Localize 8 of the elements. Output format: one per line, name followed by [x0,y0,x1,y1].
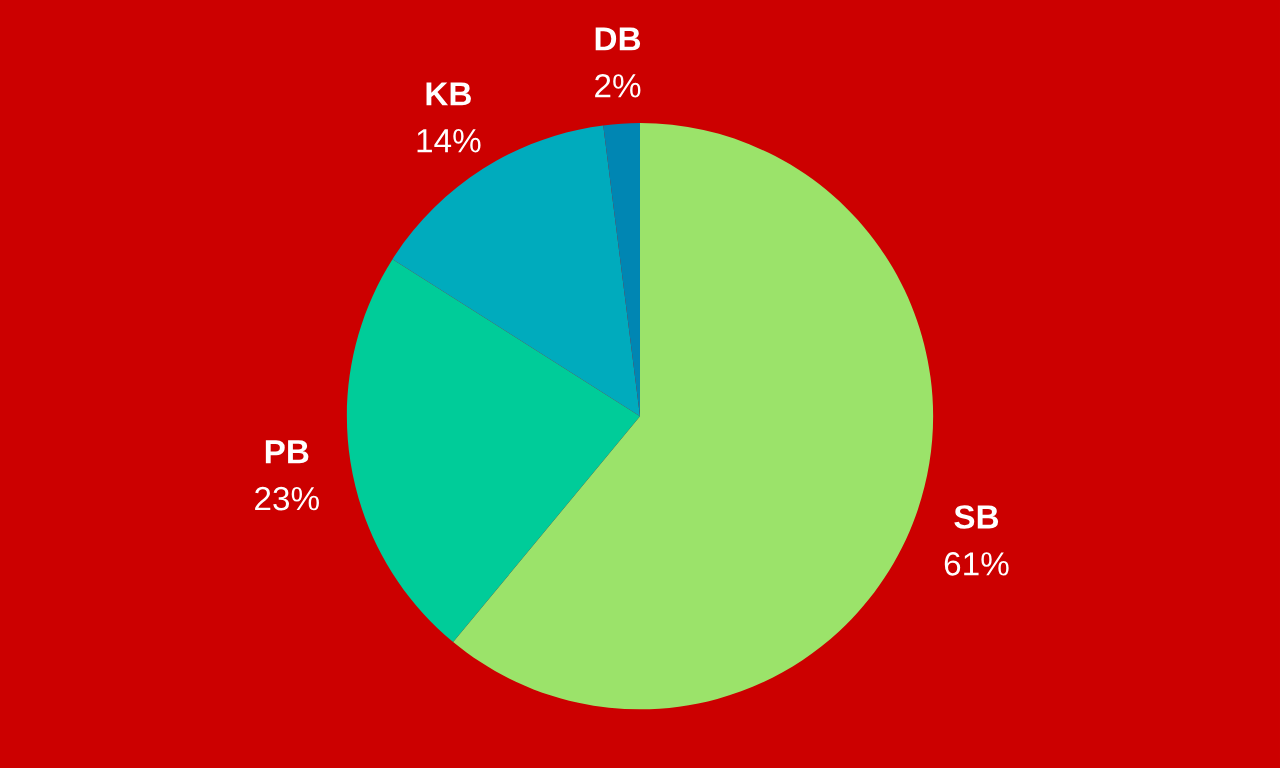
slice-label: KB [426,82,471,106]
slice-label: DB [595,27,641,51]
slice-label: SB [954,505,999,529]
data-label: 2% [595,73,641,98]
data-label: 61% [944,552,1009,576]
data-label: 23% [255,486,319,511]
slice-label: PB [265,440,309,464]
data-label: 14% [417,129,481,153]
